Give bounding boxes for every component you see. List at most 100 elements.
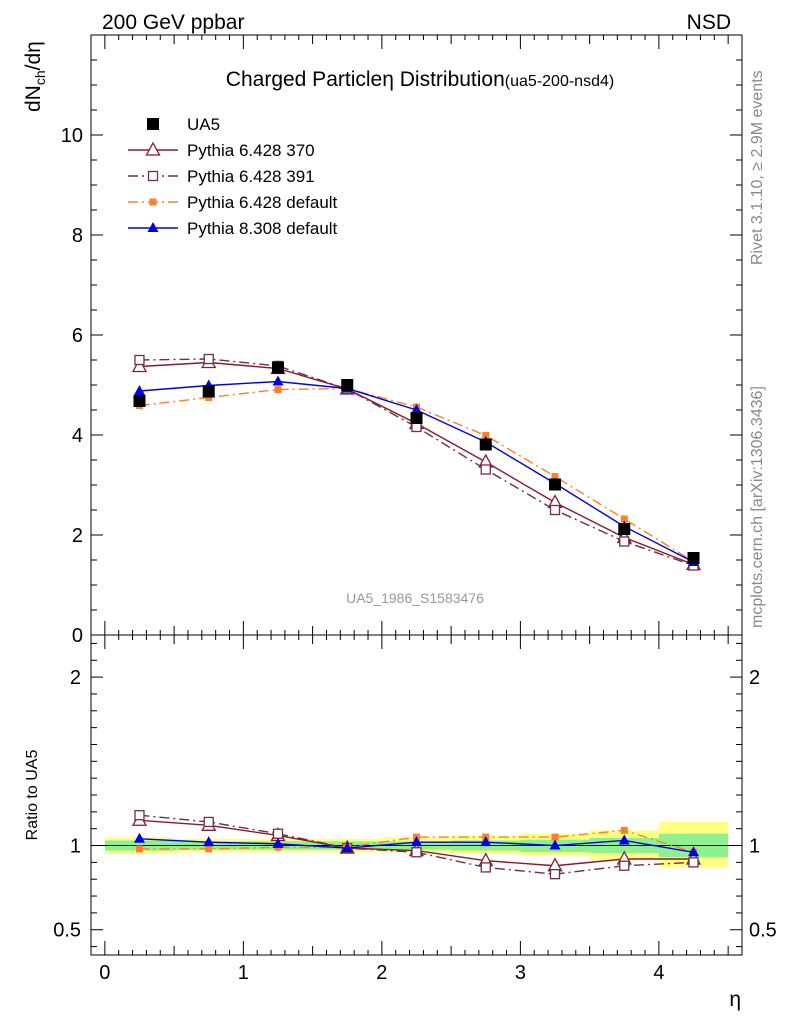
data-point: [551, 473, 559, 480]
y-tick-label: 10: [61, 125, 83, 147]
header-left: 200 GeV ppbar: [102, 11, 244, 34]
legend-label: UA5: [187, 115, 220, 134]
ratio-y-tick-label-right: 2: [749, 667, 760, 689]
y-tick-label: 2: [72, 525, 83, 547]
watermark: UA5_1986_S1583476: [346, 590, 484, 606]
ratio-point: [688, 857, 699, 868]
data-point: [620, 515, 628, 523]
legend-entry: Pythia 6.428 370: [128, 141, 315, 160]
ratio-point: [619, 860, 630, 871]
x-tick-label: 0: [99, 962, 110, 984]
main-series: [131, 353, 702, 571]
legend-label: Pythia 6.428 default: [187, 193, 338, 212]
data-point: [549, 478, 562, 491]
data-point: [341, 379, 354, 391]
y-tick-label: 4: [72, 425, 83, 447]
data-point: [272, 375, 284, 386]
ratio-y-tick-label: 1: [70, 836, 81, 858]
ratio-y-tick-label: 0.5: [53, 920, 81, 942]
legend: UA5 Pythia 6.428 370 Pythia 6.428 391 Pythi…: [128, 115, 338, 238]
ratio-series: [131, 810, 702, 880]
x-axis-label: η: [729, 988, 741, 1011]
ratio-y-tick-label-right: 0.5: [749, 920, 777, 942]
x-tick-label: 2: [376, 962, 387, 984]
main-ticks: 0 2 4 6 8 10: [61, 35, 742, 647]
y-label-sub: ch: [32, 70, 48, 85]
data-point: [687, 552, 700, 564]
ratio-point: [549, 839, 561, 850]
ratio-point: [551, 833, 559, 841]
series-line: [139, 358, 694, 567]
legend-marker: [147, 170, 159, 182]
ratio-y-axis-label: Ratio to UA5: [24, 750, 41, 841]
ratio-point: [272, 837, 284, 848]
series-pythia-6-428-391: [134, 353, 699, 571]
data-point: [410, 412, 423, 424]
ratio-line: [139, 829, 694, 853]
legend-marker: [147, 222, 159, 232]
x-tick-label: 3: [515, 962, 526, 984]
data-point: [203, 353, 214, 365]
data-point: [131, 358, 148, 373]
data-point: [274, 386, 282, 393]
data-point: [133, 395, 146, 407]
data-point: [133, 385, 145, 395]
data-point: [271, 361, 284, 374]
ratio-frame: [90, 634, 743, 956]
legend-marker: [145, 141, 161, 156]
header-right: NSD: [687, 11, 731, 34]
ratio-point: [341, 842, 353, 853]
legend-marker: [147, 118, 159, 130]
ratio-point: [688, 846, 700, 857]
data-point: [482, 432, 490, 439]
ratio-point: [203, 816, 214, 828]
ratio-y-tick-label: 2: [70, 667, 81, 689]
series-ua5: [133, 361, 700, 564]
ratio-point: [203, 836, 215, 847]
ratio-point: [411, 836, 422, 847]
x-tick-label: 1: [238, 962, 249, 984]
ratio-point: [480, 862, 491, 873]
ratio-point: [549, 869, 561, 880]
data-point: [618, 523, 631, 535]
ratio-point: [480, 836, 492, 847]
ratio-point: [134, 810, 145, 821]
data-point: [549, 504, 561, 516]
chart-title-eta: η: [382, 68, 394, 91]
chart-title-main: Charged Particle: [226, 68, 382, 91]
y-label-rest: /dη: [22, 41, 45, 70]
y-tick-label: 8: [72, 225, 83, 247]
data-point: [202, 385, 215, 398]
ratio-pythia-8-308-default: [133, 832, 700, 857]
ratio-y-tick-label-right: 1: [749, 836, 760, 858]
chart-title: Charged Particleη Distribution(ua5-200-n…: [226, 68, 614, 91]
y-tick-label: 6: [72, 325, 83, 347]
ratio-point: [272, 828, 284, 839]
ratio-point: [618, 834, 630, 845]
data-point: [480, 464, 491, 475]
ratio-ticks: 0.5 0.5 1 1 2 2 0 1 2 3 4: [53, 635, 777, 984]
ratio-point: [620, 826, 628, 834]
legend-marker: [149, 198, 157, 206]
data-point: [479, 438, 492, 451]
legend-label: Pythia 6.428 391: [187, 167, 315, 186]
mcplots-label: mcplots.cern.ch [arXiv:1306.3436]: [749, 386, 766, 628]
ratio-line: [139, 814, 694, 875]
y-tick-label: 0: [72, 625, 83, 647]
data-point: [411, 404, 422, 414]
y-label-dn: dN: [22, 85, 45, 112]
legend-entry: Pythia 6.428 default: [128, 193, 338, 212]
data-point: [134, 354, 145, 366]
main-panel: 0 2 4 6 8 10 Charged Particleη Distribution(u…: [22, 34, 743, 647]
series-pythia-6-428-370: [131, 354, 702, 571]
ratio-point: [135, 845, 143, 853]
legend-label: Pythia 8.308 default: [187, 219, 338, 238]
legend-entry: Pythia 6.428 391: [128, 167, 315, 186]
ratio-panel: 0.5 0.5 1 1 2 2 0 1 2 3 4 Ratio to UA5 η: [24, 634, 777, 1011]
series-line: [139, 361, 694, 566]
series-pythia-8-308-default: [133, 375, 700, 566]
legend-label: Pythia 6.428 370: [187, 141, 315, 160]
ratio-point: [133, 832, 145, 843]
data-point: [619, 536, 630, 547]
